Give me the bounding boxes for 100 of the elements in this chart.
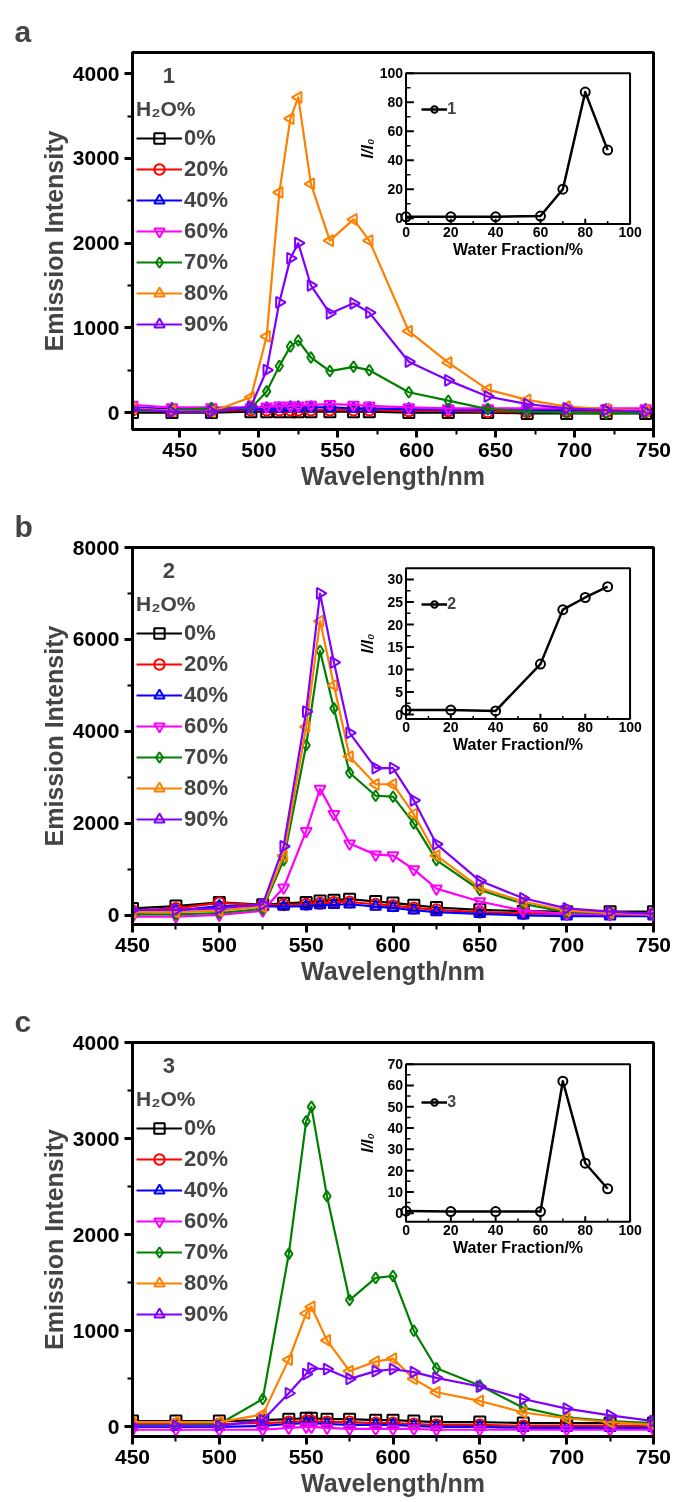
legend-label: 70% <box>184 249 229 275</box>
x-tick-label: 80 <box>577 224 594 241</box>
x-tick-label: 450 <box>114 932 151 956</box>
x-tick-label: 80 <box>577 719 594 736</box>
text: a <box>14 14 32 48</box>
x-tick-label: 60 <box>532 224 549 241</box>
y-tick-label: 60 <box>387 123 404 140</box>
y-tick-label: 20 <box>387 1162 404 1179</box>
x-tick-label: 650 <box>478 437 514 461</box>
legend-label: 0% <box>184 125 216 151</box>
y-axis-title: Emission Intensity <box>39 625 68 847</box>
x-tick-label: 40 <box>487 224 504 241</box>
x-tick-label: 20 <box>443 224 459 241</box>
y-tick-label: 50 <box>387 1098 404 1115</box>
x-tick-label: 650 <box>462 932 498 956</box>
legend-label: 20% <box>184 156 229 182</box>
legend-label: 80% <box>184 280 229 306</box>
legend-label: 90% <box>184 1301 229 1327</box>
legend-label: 2 <box>447 594 458 613</box>
y-axis-title: I/I₀ <box>359 138 377 159</box>
legend-title: H₂O% <box>136 97 197 121</box>
legend-label: 0% <box>184 1115 216 1141</box>
y-tick-label: 1000 <box>72 315 120 339</box>
y-tick-label: 5 <box>395 684 404 701</box>
legend-title: H₂O% <box>136 592 197 616</box>
x-tick-label: 40 <box>487 1221 504 1238</box>
legend-label: 40% <box>184 187 229 213</box>
x-tick-label: 60 <box>532 719 549 736</box>
x-tick-label: 100 <box>618 1221 642 1238</box>
x-tick-label: 450 <box>114 1444 151 1468</box>
y-axis-title: I/I₀ <box>359 1133 377 1153</box>
y-tick-label: 3000 <box>72 146 120 170</box>
x-tick-label: 700 <box>549 1444 585 1468</box>
y-tick-label: 2000 <box>72 811 120 835</box>
legend-title: H₂O% <box>136 1087 197 1111</box>
legend-label: 90% <box>184 806 229 832</box>
y-tick-label: 4000 <box>72 1030 120 1054</box>
y-tick-label: 1000 <box>72 1318 120 1342</box>
legend-label: 60% <box>184 1208 229 1234</box>
y-tick-label: 30 <box>387 1141 404 1158</box>
x-tick-label: 700 <box>557 437 593 461</box>
y-tick-label: 25 <box>387 594 404 610</box>
legend-label: 1 <box>447 99 458 118</box>
x-tick-label: 600 <box>399 437 435 461</box>
y-tick-label: 10 <box>387 1183 404 1200</box>
text: b <box>14 509 33 543</box>
y-axis-title: Emission Intensity <box>39 130 68 352</box>
legend-label: 80% <box>184 1270 229 1296</box>
x-tick-label: 100 <box>618 224 642 241</box>
x-tick-label: 650 <box>462 1444 498 1468</box>
x-tick-label: 600 <box>375 932 411 956</box>
x-axis-title: Wavelength/nm <box>301 1468 485 1497</box>
x-tick-label: 500 <box>241 437 277 461</box>
y-tick-label: 20 <box>387 616 404 633</box>
legend-label: 40% <box>184 1177 229 1203</box>
y-tick-label: 40 <box>387 1120 404 1137</box>
x-tick-label: 40 <box>487 719 504 736</box>
x-axis-title: Wavelength/nm <box>301 956 485 985</box>
y-tick-label: 0 <box>107 400 120 424</box>
x-tick-label: 700 <box>549 932 585 956</box>
y-tick-label: 30 <box>387 571 404 588</box>
y-tick-label: 3000 <box>72 1126 120 1150</box>
x-axis-title: Water Fraction/% <box>452 736 584 754</box>
x-tick-label: 20 <box>443 1221 459 1238</box>
y-tick-label: 4000 <box>72 719 120 743</box>
text: c <box>14 1004 32 1038</box>
y-tick-label: 4000 <box>72 61 120 85</box>
y-tick-label: 15 <box>387 639 404 656</box>
annotation: 3 <box>162 1053 176 1079</box>
x-tick-label: 750 <box>635 437 672 461</box>
legend-label: 3 <box>447 1092 458 1111</box>
legend-label: 20% <box>184 1146 229 1172</box>
legend-label: 0% <box>184 620 216 646</box>
x-tick-label: 550 <box>288 1444 324 1468</box>
y-tick-label: 10 <box>387 661 404 678</box>
y-tick-label: 2000 <box>72 231 120 255</box>
y-tick-label: 70 <box>387 1056 404 1073</box>
y-axis-title: I/I₀ <box>359 633 377 654</box>
x-tick-label: 550 <box>288 932 324 956</box>
x-tick-label: 550 <box>320 437 356 461</box>
y-tick-label: 100 <box>379 65 404 82</box>
legend-label: 70% <box>184 744 229 770</box>
x-tick-label: 100 <box>618 719 642 736</box>
y-tick-label: 20 <box>387 181 404 198</box>
x-tick-label: 600 <box>375 1444 411 1468</box>
x-tick-label: 500 <box>201 932 237 956</box>
legend-label: 80% <box>184 775 229 801</box>
y-tick-label: 2000 <box>72 1222 120 1246</box>
y-tick-label: 8000 <box>72 535 120 559</box>
y-tick-label: 6000 <box>72 627 120 651</box>
y-tick-label: 80 <box>387 94 404 111</box>
x-tick-label: 500 <box>201 1444 237 1468</box>
x-tick-label: 450 <box>162 437 198 461</box>
legend-label: 70% <box>184 1239 229 1265</box>
x-tick-label: 750 <box>635 1444 672 1468</box>
y-axis-title: Emission Intensity <box>39 1128 68 1350</box>
x-axis-title: Water Fraction/% <box>452 241 584 259</box>
legend-label: 20% <box>184 651 229 677</box>
y-tick-label: 40 <box>387 152 404 169</box>
legend-label: 60% <box>184 218 229 244</box>
